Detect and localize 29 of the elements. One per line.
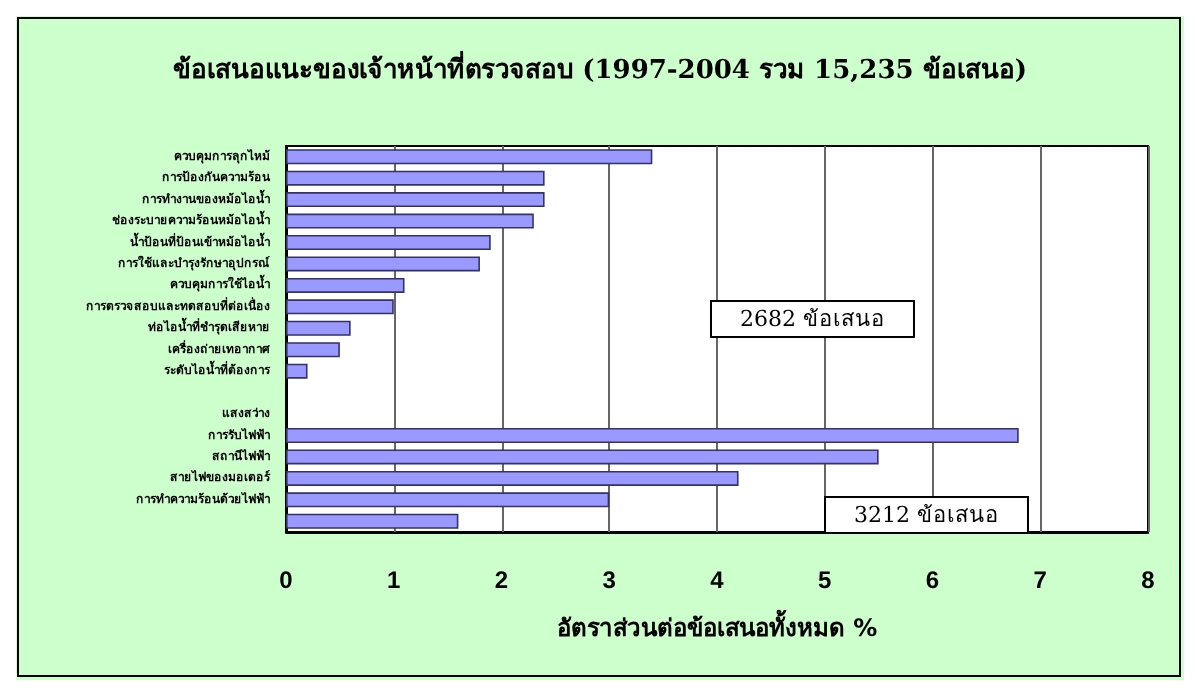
bar (286, 234, 491, 251)
bar (286, 213, 534, 229)
bar (286, 427, 1019, 444)
annotation: 2682 ข้อเสนอ (740, 306, 885, 332)
bar (286, 192, 545, 208)
x-tick-label: 8 (1141, 566, 1156, 594)
bar (286, 470, 739, 486)
bar (286, 363, 308, 379)
bar (286, 449, 879, 465)
bar (286, 492, 610, 508)
bar (286, 149, 653, 165)
x-tick-label: 4 (710, 566, 725, 594)
x-tick-label: 0 (279, 566, 294, 594)
bar (286, 320, 351, 336)
bar (286, 277, 405, 293)
bar (286, 513, 459, 529)
annotation: 3212 ข้อเสนอ (854, 502, 999, 528)
x-tick-label: 7 (1033, 566, 1048, 594)
bar (286, 256, 480, 272)
x-tick-label: 6 (925, 566, 940, 594)
chart-title: ข้อเสนอแนะของเจ้าหน้าที่ตรวจสอบ (1997-2004 รวม 15,235 ข้อเสนอ) (173, 50, 1027, 86)
bar (286, 342, 340, 358)
bar (286, 299, 394, 315)
x-tick-label: 2 (494, 566, 509, 594)
x-tick-label: 3 (602, 566, 617, 594)
x-axis-title: อัตราส่วนต่อข้อเสนอทั้งหมด % (556, 608, 878, 642)
x-tick-label: 1 (387, 566, 402, 594)
bar (286, 170, 545, 186)
x-tick-label: 5 (818, 566, 833, 594)
